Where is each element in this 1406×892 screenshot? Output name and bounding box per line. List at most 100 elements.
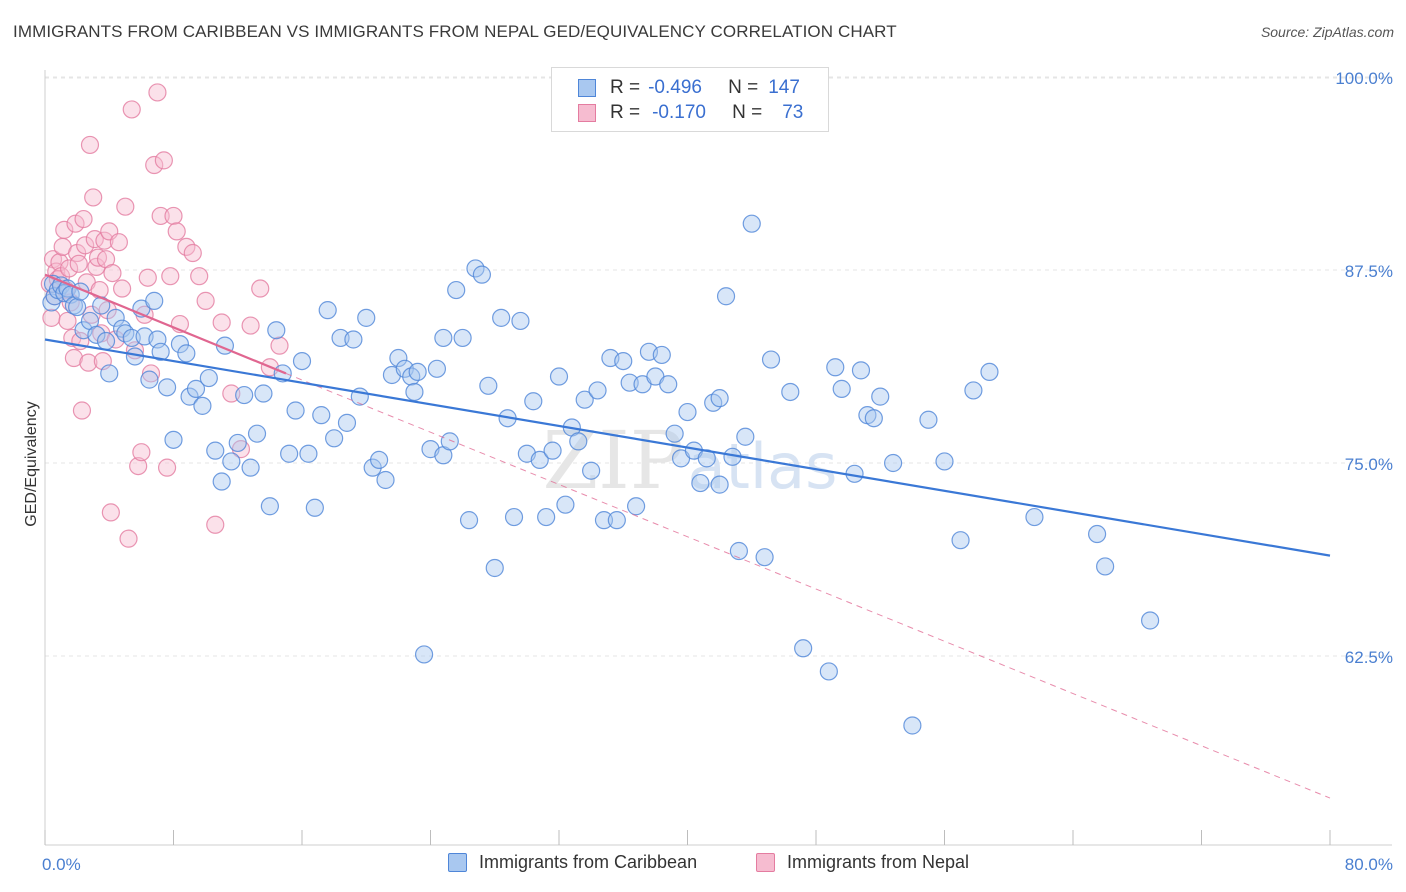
caribbean-point	[228, 433, 247, 453]
caribbean-point	[919, 410, 938, 429]
caribbean-point	[504, 507, 524, 527]
caribbean-point	[607, 511, 626, 530]
caribbean-point	[716, 287, 736, 306]
legend-r-value-nepal: -0.170	[652, 102, 706, 123]
nepal-trend-extension	[285, 372, 1331, 799]
legend-n-label: N =	[732, 102, 763, 123]
axes	[44, 70, 1392, 846]
caribbean-point	[235, 385, 254, 405]
caribbean-point	[427, 359, 447, 378]
tick-labels: 62.5% 75.0% 87.5% 100.0% 0.0% 80.0%	[42, 69, 1393, 874]
caribbean-point	[761, 350, 781, 369]
caribbean-point	[408, 362, 427, 382]
nepal-point	[157, 458, 177, 477]
caribbean-point	[254, 384, 273, 403]
nepal-point	[241, 316, 260, 335]
nepal-point	[58, 311, 77, 331]
y-tick-label: 87.5%	[1345, 262, 1393, 281]
grid-lines	[45, 76, 1392, 657]
caribbean-point	[453, 328, 472, 348]
caribbean-point	[710, 389, 729, 408]
x-tick-label: 0.0%	[42, 855, 81, 874]
watermark-zip: ZIP	[543, 414, 684, 507]
nepal-point	[84, 188, 103, 207]
legend-n-value-nepal: 73	[782, 102, 804, 123]
nepal-point	[141, 364, 161, 383]
caribbean-point	[736, 427, 755, 446]
nepal-point	[74, 209, 93, 229]
caribbean-point	[389, 348, 408, 368]
nepal-point	[59, 259, 79, 278]
caribbean-point	[267, 321, 286, 340]
y-tick-label: 75.0%	[1345, 455, 1393, 474]
caribbean-point	[357, 308, 376, 327]
series-legend: Immigrants from Caribbean Immigrants fro…	[0, 852, 1406, 876]
caribbean-point	[96, 331, 116, 351]
nepal-point	[129, 456, 148, 476]
nepal-point	[151, 206, 170, 226]
caribbean-point	[440, 432, 459, 451]
nepal-point	[109, 233, 128, 252]
watermark-atlas: atlas	[688, 430, 838, 503]
caribbean-point	[145, 291, 164, 310]
watermark: ZIPatlas	[543, 414, 838, 507]
caribbean-point	[588, 381, 607, 400]
caribbean-point	[87, 325, 106, 344]
caribbean-point	[414, 645, 434, 664]
nepal-point	[196, 291, 215, 310]
legend-n-value-caribbean: 147	[768, 77, 800, 98]
caribbean-point	[151, 342, 170, 361]
caribbean-point	[794, 639, 813, 658]
caribbean-point	[370, 450, 389, 470]
caribbean-point	[286, 401, 305, 420]
nepal-point	[79, 353, 98, 372]
caribbean-point	[337, 413, 357, 432]
caribbean-point	[312, 406, 331, 425]
nepal-point	[132, 443, 151, 462]
caribbean-point	[1025, 507, 1044, 527]
nepal-point	[167, 222, 186, 241]
y-axis-label: GED/Equivalency	[23, 401, 40, 526]
caribbean-point	[710, 475, 729, 494]
caribbean-point	[832, 379, 851, 398]
legend-r-value-caribbean: -0.496	[648, 77, 702, 98]
caribbean-point	[376, 470, 395, 490]
caribbean-point	[883, 453, 903, 473]
trend-lines	[44, 273, 1331, 799]
nepal-point	[145, 155, 164, 175]
caribbean-point	[826, 358, 845, 377]
caribbean-point	[530, 450, 549, 470]
caribbean-point	[260, 497, 279, 516]
caribbean-point	[222, 452, 241, 471]
y-tick-label: 100.0%	[1335, 69, 1393, 88]
caribbean-point	[556, 495, 575, 514]
caribbean-point	[755, 548, 774, 567]
caribbean-point	[212, 472, 231, 491]
legend-r-label: R =	[610, 77, 641, 98]
legend-row-caribbean: R = -0.496 N = 147	[578, 76, 800, 100]
nepal-point	[164, 206, 183, 226]
nepal-point	[72, 401, 92, 420]
nepal-point	[80, 135, 100, 155]
caribbean-point	[582, 461, 601, 480]
nepal-point	[138, 268, 157, 287]
caribbean-point	[980, 362, 999, 382]
caribbean-point	[549, 367, 569, 386]
caribbean-point	[951, 531, 970, 550]
nepal-point	[42, 308, 61, 327]
nepal-point	[251, 279, 270, 298]
caribbean-point	[524, 392, 543, 411]
correlation-legend: R = -0.496 N = 147 R = -0.170 N = 73	[551, 67, 829, 132]
caribbean-point	[871, 387, 890, 406]
caribbean-point	[729, 541, 749, 561]
caribbean-point	[626, 497, 646, 516]
caribbean-point	[186, 379, 206, 398]
caribbean-point	[157, 378, 177, 397]
caribbean-point	[280, 444, 299, 463]
caribbean-point	[903, 716, 922, 735]
caribbean-point	[241, 458, 260, 477]
nepal-point	[64, 348, 84, 368]
caribbean-point	[1096, 557, 1115, 576]
nepal-point	[183, 243, 202, 263]
nepal-points	[40, 83, 289, 548]
